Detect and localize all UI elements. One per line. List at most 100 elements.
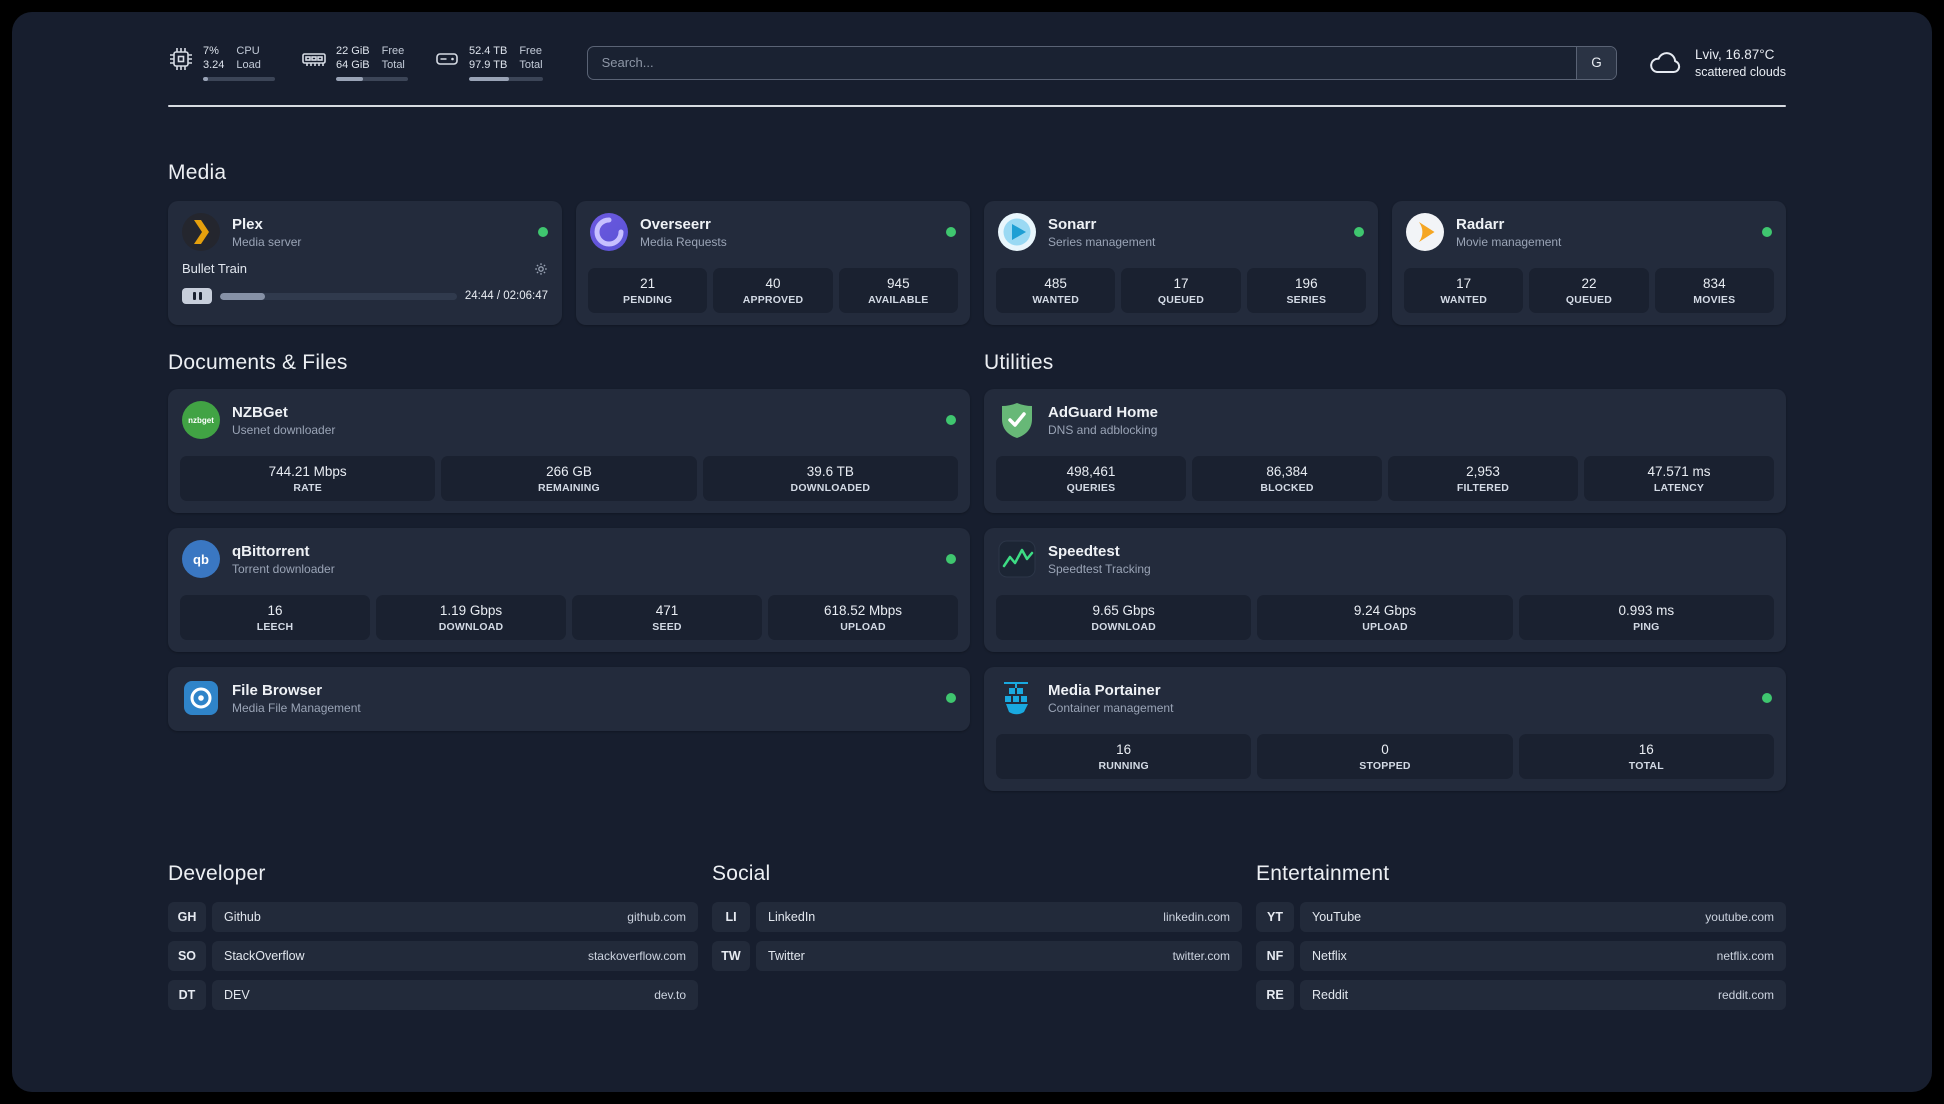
pause-button[interactable] [182, 288, 212, 304]
cpu-bar-fill [203, 77, 209, 81]
app-card-nzbget[interactable]: nzbget NZBGet Usenet downloader 744.21 M… [168, 389, 970, 513]
stat-label: MOVIES [1693, 294, 1736, 306]
bookmark-name: DEV [224, 988, 250, 1002]
stat-value: 17 [1173, 276, 1189, 291]
bookmark-link[interactable]: LinkedIn linkedin.com [756, 902, 1242, 932]
stat-label: WANTED [1032, 294, 1080, 306]
stat-value: 16 [1638, 742, 1654, 757]
bookmark-link[interactable]: YouTube youtube.com [1300, 902, 1786, 932]
cpu-bar [203, 77, 275, 81]
card-header: Sonarr Series management [996, 211, 1366, 259]
bookmark-link[interactable]: Netflix netflix.com [1300, 941, 1786, 971]
bookmark-abbr[interactable]: LI [712, 902, 750, 932]
app-card-overseerr[interactable]: Overseerr Media Requests 21 PENDING 40 A… [576, 201, 970, 325]
overseerr-icon [590, 213, 628, 251]
stat-label: PING [1633, 621, 1660, 633]
stat-tile: 86,384 BLOCKED [1192, 456, 1382, 501]
bookmark-url: twitter.com [1172, 949, 1230, 963]
bookmark-link[interactable]: Github github.com [212, 902, 698, 932]
cloud-icon [1647, 48, 1683, 78]
bookmark-name: Reddit [1312, 988, 1349, 1002]
sonarr-icon [998, 213, 1036, 251]
app-card-speedtest[interactable]: Speedtest Speedtest Tracking 9.65 Gbps D… [984, 528, 1786, 652]
disk-bar-fill [469, 77, 509, 81]
bookmark-reddit: RE Reddit reddit.com [1256, 980, 1786, 1010]
bookmark-link[interactable]: DEV dev.to [212, 980, 698, 1010]
ram-readout: 22 GiB 64 GiB Free Total [336, 44, 408, 81]
now-playing-row: Bullet Train [180, 261, 550, 276]
svg-text:nzbget: nzbget [188, 416, 214, 425]
search-input[interactable] [587, 46, 1576, 79]
bookmark-abbr[interactable]: RE [1256, 980, 1294, 1010]
app-card-plex[interactable]: Plex Media server Bullet Train [168, 201, 562, 325]
bookmark-abbr[interactable]: YT [1256, 902, 1294, 932]
stat-label: PENDING [623, 294, 673, 306]
disk-readout: 52.4 TB 97.9 TB Free Total [469, 44, 543, 81]
stat-label: QUEUED [1157, 294, 1205, 306]
ram-widget: 22 GiB 64 GiB Free Total [301, 44, 408, 81]
status-dot [1762, 227, 1772, 237]
bookmark-abbr[interactable]: NF [1256, 941, 1294, 971]
bookmark-abbr[interactable]: GH [168, 902, 206, 932]
social-column: Social LI LinkedIn linkedin.com TW Twitt… [712, 862, 1242, 980]
player-controls: 24:44 / 02:06:47 [180, 288, 550, 304]
search-engine-button[interactable]: G [1575, 46, 1616, 79]
cpu-label-2: Load [236, 59, 261, 71]
app-title-block: Overseerr Media Requests [640, 215, 727, 250]
plex-icon [182, 213, 220, 251]
stat-label: LATENCY [1653, 482, 1705, 494]
stat-value: 2,953 [1466, 464, 1500, 479]
playback-progress-bar[interactable] [220, 292, 457, 300]
disk-icon [434, 46, 460, 72]
bookmark-link[interactable]: Reddit reddit.com [1300, 980, 1786, 1010]
bookmark-name: LinkedIn [768, 910, 816, 924]
app-card-adguard[interactable]: AdGuard Home DNS and adblocking 498,461 … [984, 389, 1786, 513]
stats-row: 744.21 Mbps RATE 266 GB REMAINING 39.6 T… [180, 456, 958, 501]
bookmark-abbr[interactable]: DT [168, 980, 206, 1010]
app-card-radarr[interactable]: Radarr Movie management 17 WANTED 22 QUE… [1392, 201, 1786, 325]
ram-label-1: Free [381, 45, 405, 57]
section-title-social: Social [712, 862, 771, 885]
app-card-portainer[interactable]: Media Portainer Container management 16 … [984, 667, 1786, 791]
documents-column: Documents & Files nzbget NZBGet Usenet d… [168, 351, 970, 746]
card-header: Media Portainer Container management [996, 677, 1774, 725]
stat-tile: 266 GB REMAINING [441, 456, 697, 501]
bookmark-url: github.com [627, 910, 686, 924]
app-card-sonarr[interactable]: Sonarr Series management 485 WANTED 17 Q… [984, 201, 1378, 325]
bookmark-abbr[interactable]: SO [168, 941, 206, 971]
qbittorrent-icon: qb [182, 540, 220, 578]
stat-label: UPLOAD [1362, 621, 1408, 633]
bookmark-abbr[interactable]: TW [712, 941, 750, 971]
app-subtitle: Torrent downloader [232, 561, 335, 576]
app-title-block: Plex Media server [232, 215, 301, 250]
stat-label: UPLOAD [840, 621, 886, 633]
entertainment-column: Entertainment YT YouTube youtube.com NF … [1256, 862, 1786, 1019]
bookmark-link[interactable]: StackOverflow stackoverflow.com [212, 941, 698, 971]
stat-label: REMAINING [538, 482, 600, 494]
app-card-qbittorrent[interactable]: qb qBittorrent Torrent downloader 16 LEE… [168, 528, 970, 652]
stat-value: 744.21 Mbps [268, 464, 347, 479]
stat-label: QUERIES [1066, 482, 1116, 494]
stat-tile: 16 TOTAL [1518, 734, 1774, 779]
app-title-block: Media Portainer Container management [1048, 681, 1173, 716]
app-name: File Browser [232, 681, 323, 699]
bookmark-link[interactable]: Twitter twitter.com [756, 941, 1242, 971]
weather-widget[interactable]: Lviv, 16.87°C scattered clouds [1647, 47, 1786, 79]
stat-tile: 2,953 FILTERED [1388, 456, 1578, 501]
portainer-icon [998, 679, 1036, 717]
app-card-filebrowser[interactable]: File Browser Media File Management [168, 667, 970, 731]
stat-value: 40 [765, 276, 781, 291]
stat-value: 498,461 [1066, 464, 1116, 479]
stat-label: QUEUED [1565, 294, 1613, 306]
bookmark-youtube: YT YouTube youtube.com [1256, 902, 1786, 932]
stat-label: AVAILABLE [868, 294, 929, 306]
disk-bar [469, 77, 543, 81]
search-bar: G [586, 45, 1617, 80]
settings-gear-icon[interactable] [534, 262, 548, 276]
stat-label: LEECH [256, 621, 294, 633]
stat-label: WANTED [1440, 294, 1488, 306]
bookmark-name: StackOverflow [224, 949, 305, 963]
radarr-icon [1406, 213, 1444, 251]
stat-tile: 0.993 ms PING [1518, 595, 1774, 640]
stat-tile: 945 AVAILABLE [838, 268, 958, 313]
